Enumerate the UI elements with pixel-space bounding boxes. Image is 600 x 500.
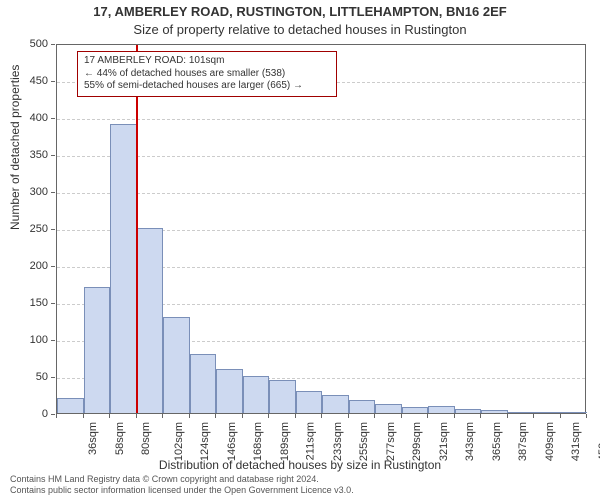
- histogram-bar: [428, 406, 455, 413]
- xtick-label: 255sqm: [358, 422, 370, 461]
- histogram-bar: [137, 228, 164, 413]
- xtick-label: 409sqm: [544, 422, 556, 461]
- xtick-mark: [189, 414, 190, 418]
- ytick-label: 200: [8, 260, 48, 272]
- histogram-bar: [84, 287, 111, 413]
- xtick-label: 168sqm: [252, 422, 264, 461]
- plot-area: 17 AMBERLEY ROAD: 101sqm ← 44% of detach…: [56, 44, 586, 414]
- xtick-mark: [374, 414, 375, 418]
- ytick-label: 500: [8, 38, 48, 50]
- xtick-label: 124sqm: [199, 422, 211, 461]
- histogram-bar: [534, 412, 561, 413]
- x-axis-label: Distribution of detached houses by size …: [0, 458, 600, 472]
- ytick-mark: [51, 192, 55, 193]
- footer-line2: Contains public sector information licen…: [10, 485, 354, 496]
- ytick-label: 300: [8, 186, 48, 198]
- xtick-mark: [56, 414, 57, 418]
- ytick-label: 400: [8, 112, 48, 124]
- xtick-label: 387sqm: [517, 422, 529, 461]
- xtick-mark: [507, 414, 508, 418]
- histogram-bar: [455, 409, 482, 413]
- xtick-mark: [348, 414, 349, 418]
- ytick-label: 0: [8, 408, 48, 420]
- y-axis-label: Number of detached properties: [8, 65, 22, 230]
- xtick-label: 431sqm: [570, 422, 582, 461]
- histogram-bar: [561, 412, 588, 413]
- ytick-mark: [51, 340, 55, 341]
- ytick-mark: [51, 44, 55, 45]
- ytick-mark: [51, 266, 55, 267]
- histogram-bar: [481, 410, 508, 413]
- chart-title-line1: 17, AMBERLEY ROAD, RUSTINGTON, LITTLEHAM…: [0, 4, 600, 19]
- histogram-bar: [402, 407, 429, 413]
- xtick-mark: [401, 414, 402, 418]
- xtick-mark: [109, 414, 110, 418]
- xtick-label: 321sqm: [438, 422, 450, 461]
- xtick-label: 343sqm: [464, 422, 476, 461]
- histogram-bar: [375, 404, 402, 413]
- histogram-bar: [163, 317, 190, 413]
- xtick-mark: [162, 414, 163, 418]
- plot-border: 17 AMBERLEY ROAD: 101sqm ← 44% of detach…: [56, 44, 586, 414]
- xtick-label: 80sqm: [140, 422, 152, 455]
- ytick-label: 450: [8, 75, 48, 87]
- info-line3: 55% of semi-detached houses are larger (…: [84, 80, 330, 93]
- xtick-mark: [268, 414, 269, 418]
- histogram-bar: [349, 400, 376, 413]
- ytick-label: 50: [8, 371, 48, 383]
- ytick-mark: [51, 81, 55, 82]
- histogram-bar: [190, 354, 217, 413]
- xtick-mark: [83, 414, 84, 418]
- ytick-mark: [51, 377, 55, 378]
- histogram-bar: [243, 376, 270, 413]
- info-line2: ← 44% of detached houses are smaller (53…: [84, 68, 330, 81]
- footer-attribution: Contains HM Land Registry data © Crown c…: [10, 474, 354, 496]
- ytick-mark: [51, 229, 55, 230]
- histogram-bar: [296, 391, 323, 413]
- xtick-label: 146sqm: [226, 422, 238, 461]
- xtick-mark: [586, 414, 587, 418]
- ytick-mark: [51, 303, 55, 304]
- histogram-bar: [57, 398, 84, 413]
- marker-info-box: 17 AMBERLEY ROAD: 101sqm ← 44% of detach…: [77, 51, 337, 97]
- xtick-mark: [321, 414, 322, 418]
- ytick-label: 100: [8, 334, 48, 346]
- xtick-mark: [560, 414, 561, 418]
- xtick-mark: [454, 414, 455, 418]
- xtick-label: 453sqm: [597, 422, 600, 461]
- marker-line: [136, 45, 138, 413]
- histogram-bar: [508, 412, 535, 413]
- xtick-mark: [533, 414, 534, 418]
- xtick-mark: [480, 414, 481, 418]
- xtick-label: 102sqm: [173, 422, 185, 461]
- xtick-label: 58sqm: [114, 422, 126, 455]
- footer-line1: Contains HM Land Registry data © Crown c…: [10, 474, 354, 485]
- histogram-bar: [322, 395, 349, 414]
- xtick-label: 36sqm: [87, 422, 99, 455]
- xtick-label: 189sqm: [279, 422, 291, 461]
- ytick-label: 350: [8, 149, 48, 161]
- histogram-bar: [269, 380, 296, 413]
- ytick-label: 250: [8, 223, 48, 235]
- xtick-label: 365sqm: [491, 422, 503, 461]
- xtick-mark: [215, 414, 216, 418]
- xtick-label: 299sqm: [411, 422, 423, 461]
- ytick-mark: [51, 155, 55, 156]
- info-line1: 17 AMBERLEY ROAD: 101sqm: [84, 55, 330, 68]
- ytick-mark: [51, 414, 55, 415]
- histogram-bar: [110, 124, 137, 413]
- histogram-bar: [216, 369, 243, 413]
- xtick-mark: [295, 414, 296, 418]
- chart-title-line2: Size of property relative to detached ho…: [0, 22, 600, 37]
- xtick-mark: [136, 414, 137, 418]
- ytick-mark: [51, 118, 55, 119]
- ytick-label: 150: [8, 297, 48, 309]
- xtick-mark: [427, 414, 428, 418]
- xtick-label: 277sqm: [385, 422, 397, 461]
- xtick-mark: [242, 414, 243, 418]
- xtick-label: 211sqm: [304, 422, 316, 460]
- xtick-label: 233sqm: [332, 422, 344, 461]
